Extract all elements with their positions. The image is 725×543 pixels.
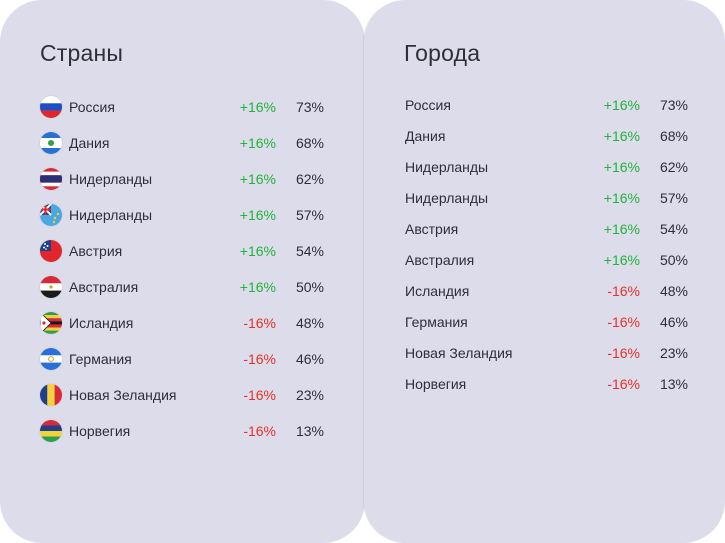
country-delta: +16%	[239, 135, 276, 151]
list-item: Россия +16% 73%	[0, 89, 365, 125]
country-percent: 13%	[295, 423, 324, 439]
list-item: Дания +16% 68%	[0, 125, 365, 161]
thailand-flag-icon	[40, 168, 62, 190]
city-percent: 73%	[659, 97, 688, 113]
city-delta: -16%	[607, 345, 640, 361]
list-item: Австрия +16% 54%	[364, 213, 725, 244]
city-percent: 57%	[659, 190, 688, 206]
country-percent: 50%	[295, 279, 324, 295]
city-delta: +16%	[603, 221, 640, 237]
list-item: Норвегия -16% 13%	[364, 368, 725, 399]
city-delta: -16%	[607, 314, 640, 330]
country-name: Дания	[69, 135, 110, 151]
country-name: Исландия	[69, 315, 134, 331]
list-item: Австрия +16% 54%	[0, 233, 365, 269]
city-percent: 46%	[659, 314, 688, 330]
list-item: Исландия -16% 48%	[364, 275, 725, 306]
country-name: Нидерланды	[69, 171, 153, 187]
cities-title: Города	[404, 40, 481, 66]
country-percent: 57%	[295, 207, 324, 223]
list-item: Германия -16% 46%	[0, 341, 365, 377]
blue-white-flag-icon	[40, 132, 62, 154]
romania-flag-icon	[40, 384, 62, 406]
city-delta: +16%	[603, 128, 640, 144]
list-item: Новая Зеландия -16% 23%	[364, 337, 725, 368]
zimbabwe-flag-icon	[40, 312, 62, 334]
city-percent: 48%	[659, 283, 688, 299]
countries-list: Россия +16% 73% Дания +16% 68% Нидерланд…	[0, 89, 365, 449]
city-name: Нидерланды	[405, 159, 489, 175]
list-item: Германия -16% 46%	[364, 306, 725, 337]
list-item: Норвегия -16% 13%	[0, 413, 365, 449]
list-item: Исландия -16% 48%	[0, 305, 365, 341]
cities-card: Города Россия +16% 73% Дания +16% 68% Ни…	[364, 0, 725, 543]
city-percent: 62%	[659, 159, 688, 175]
city-delta: +16%	[603, 97, 640, 113]
tuvalu-flag-icon	[40, 204, 62, 226]
country-percent: 23%	[295, 387, 324, 403]
country-delta: -16%	[243, 423, 276, 439]
city-percent: 13%	[659, 376, 688, 392]
egypt-flag-icon	[40, 276, 62, 298]
country-delta: -16%	[243, 315, 276, 331]
country-percent: 48%	[295, 315, 324, 331]
city-name: Дания	[405, 128, 446, 144]
country-delta: +16%	[239, 207, 276, 223]
country-percent: 62%	[295, 171, 324, 187]
city-name: Норвегия	[405, 376, 467, 392]
list-item: Нидерланды +16% 57%	[364, 182, 725, 213]
country-name: Австрия	[69, 243, 123, 259]
list-item: Новая Зеландия -16% 23%	[0, 377, 365, 413]
list-item: Австралия +16% 50%	[0, 269, 365, 305]
city-percent: 54%	[659, 221, 688, 237]
city-name: Исландия	[405, 283, 470, 299]
list-item: Австралия +16% 50%	[364, 244, 725, 275]
country-delta: +16%	[239, 99, 276, 115]
city-name: Австрия	[405, 221, 459, 237]
list-item: Дания +16% 68%	[364, 120, 725, 151]
cities-list: Россия +16% 73% Дания +16% 68% Нидерланд…	[364, 89, 725, 399]
countries-title: Страны	[40, 40, 124, 66]
city-name: Новая Зеландия	[405, 345, 513, 361]
country-delta: +16%	[239, 171, 276, 187]
list-item: Нидерланды +16% 62%	[0, 161, 365, 197]
city-percent: 50%	[659, 252, 688, 268]
country-name: Нидерланды	[69, 207, 153, 223]
city-delta: -16%	[607, 283, 640, 299]
city-percent: 23%	[659, 345, 688, 361]
country-delta: +16%	[239, 243, 276, 259]
list-item: Нидерланды +16% 62%	[364, 151, 725, 182]
country-percent: 46%	[295, 351, 324, 367]
country-percent: 73%	[295, 99, 324, 115]
country-name: Германия	[69, 351, 132, 367]
country-name: Австралия	[69, 279, 139, 295]
mauritius-flag-icon	[40, 420, 62, 442]
country-delta: -16%	[243, 351, 276, 367]
countries-card: Страны Россия +16% 73% Дания +16% 68%	[0, 0, 365, 543]
city-delta: +16%	[603, 252, 640, 268]
country-delta: +16%	[239, 279, 276, 295]
nicaragua-flag-icon	[40, 348, 62, 370]
russia-flag-icon	[40, 96, 62, 118]
country-name: Новая Зеландия	[69, 387, 177, 403]
country-percent: 54%	[295, 243, 324, 259]
samoa-flag-icon	[40, 240, 62, 262]
city-delta: -16%	[607, 376, 640, 392]
city-name: Россия	[405, 97, 451, 113]
country-name: Россия	[69, 99, 115, 115]
country-name: Норвегия	[69, 423, 131, 439]
city-delta: +16%	[603, 190, 640, 206]
list-item: Нидерланды +16% 57%	[0, 197, 365, 233]
city-percent: 68%	[659, 128, 688, 144]
country-percent: 68%	[295, 135, 324, 151]
city-name: Австралия	[405, 252, 475, 268]
country-delta: -16%	[243, 387, 276, 403]
city-delta: +16%	[603, 159, 640, 175]
city-name: Германия	[405, 314, 468, 330]
list-item: Россия +16% 73%	[364, 89, 725, 120]
city-name: Нидерланды	[405, 190, 489, 206]
